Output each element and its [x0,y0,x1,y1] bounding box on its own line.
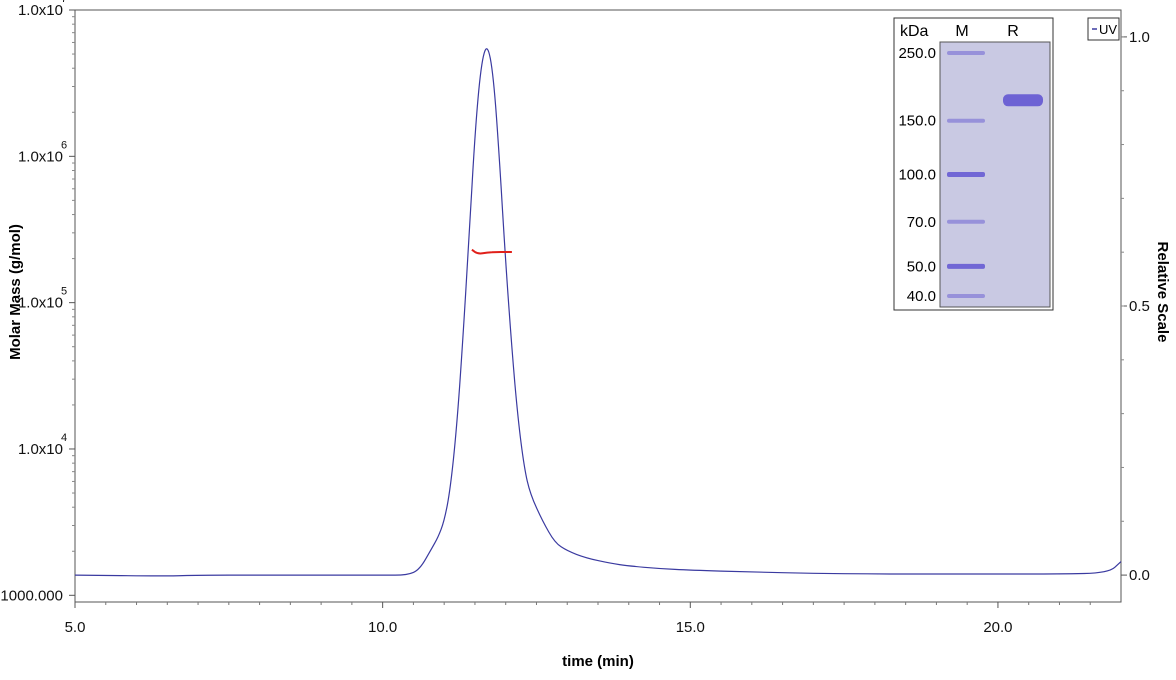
left-y-tick-label: 1.0x10 [18,148,63,165]
left-y-tick-label: 1000.000 [0,587,63,604]
gel-ladder-band [947,219,985,224]
x-tick-label: 10.0 [368,619,397,636]
left-y-tick-exponent: 5 [61,286,67,298]
gel-header-kda: kDa [900,23,929,40]
series-layer [74,48,1122,577]
gel-ladder: 250.0 150.0 100.0 70.0 50.0 40.0 [898,45,985,305]
left-y-tick-label: 1.0x10 [18,295,63,312]
gel-sample-band [1003,94,1043,107]
gel-ladder-label: 100.0 [898,167,936,184]
gel-ladder-label: 40.0 [907,288,936,305]
gel-ladder-band [947,172,985,177]
molar-mass-series-line [471,248,512,255]
gel-ladder-label: 50.0 [907,258,936,275]
x-axis: 5.0 10.0 15.0 20.0 [65,602,1091,636]
left-y-axis-title: Molar Mass (g/mol) [7,224,24,360]
gel-ladder-band [947,263,985,269]
x-axis-title: time (min) [562,653,634,670]
right-y-tick-label: 0.0 [1129,567,1150,584]
gel-ladder-label: 70.0 [907,214,936,231]
x-tick-label: 15.0 [676,619,705,636]
gel-ladder-label: 250.0 [898,45,936,62]
right-y-axis: 0.0 0.5 1.0 [1121,29,1150,584]
gel-ladder-band [947,51,985,55]
x-tick-label: 20.0 [983,619,1012,636]
left-y-tick-exponent: 7 [61,0,67,5]
right-y-tick-label: 0.5 [1129,298,1150,315]
left-y-tick-exponent: 6 [61,139,67,151]
sds-page-gel-inset: kDa M R 250.0 150.0 100.0 70.0 50.0 40.0 [893,17,1054,311]
gel-ladder-label: 150.0 [898,113,936,130]
legend: UV [1087,17,1120,41]
legend-uv-label: UV [1099,22,1117,37]
gel-header-reduced: R [1007,23,1019,40]
gel-ladder-band [947,294,985,298]
right-y-axis-title: Relative Scale [1154,242,1171,343]
left-y-tick-exponent: 4 [61,432,67,444]
left-y-tick-label: 1.0x10 [18,2,63,19]
legend-box [1087,17,1120,41]
uv-series-line [74,48,1122,577]
left-y-tick-label: 1.0x10 [18,441,63,458]
x-tick-label: 5.0 [65,619,86,636]
right-y-tick-label: 1.0 [1129,29,1150,46]
gel-ladder-band [947,118,985,123]
gel-header-marker: M [955,23,968,40]
